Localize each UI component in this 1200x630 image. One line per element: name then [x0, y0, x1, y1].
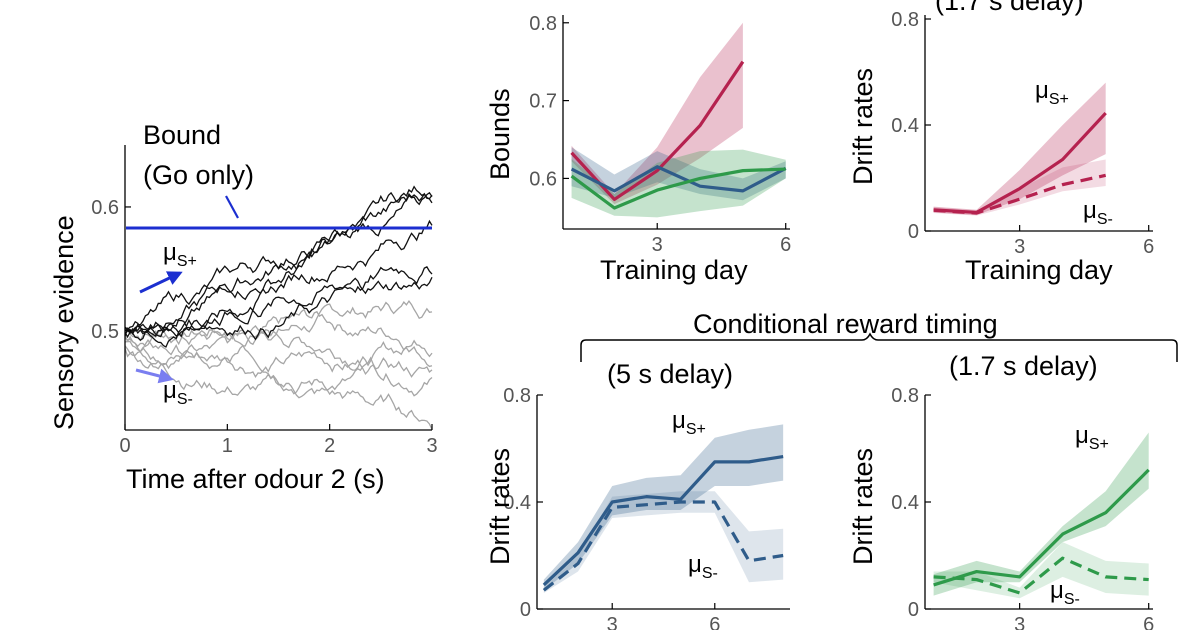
bound-label-line2: (Go only) — [143, 160, 254, 190]
drift-top-y-label: Drift rates — [848, 68, 878, 185]
drift-5s-plot — [542, 424, 784, 593]
x-tick-label: 3 — [1014, 236, 1025, 258]
evidence-traces — [124, 185, 433, 430]
evidence-trace — [124, 335, 433, 397]
drift-17-ticks: 3 6 0 0.4 0.8 — [891, 385, 1154, 630]
drift-17-mu-minus: μS- — [1050, 577, 1080, 608]
y-tick-label: 0.4 — [891, 492, 919, 514]
drift-top-panel: (1.7 s delay) 3 6 0 0.4 0.8 μS+ μS- Training… — [848, 0, 1154, 285]
bounds-ticks: 3 6 0.6 0.7 0.8 — [529, 13, 791, 256]
bounds-x-label: Training day — [600, 255, 748, 285]
drift-5s-mu-minus: μS- — [688, 551, 718, 582]
confidence-band — [543, 424, 784, 591]
drift-5s-y-label: Drift rates — [485, 448, 515, 565]
x-tick-label: 6 — [1143, 614, 1154, 630]
evidence-trace — [124, 266, 433, 338]
bound-label-line1: Bound — [143, 120, 221, 150]
x-tick-label: 0 — [119, 435, 130, 457]
drift-5s-header: (5 s delay) — [607, 359, 733, 389]
drift-5s-mu-plus: μS+ — [672, 407, 706, 438]
drift-5s-panel: (5 s delay) 3 6 0 0.4 0.8 μS+ μS- Drift rate… — [485, 359, 790, 630]
drift-17-panel: (1.7 s delay) 3 6 0 0.4 0.8 μS+ μS- Drift ra… — [848, 351, 1154, 630]
x-tick-label: 6 — [1143, 236, 1154, 258]
series-line — [542, 500, 784, 592]
evidence-trace — [124, 348, 433, 430]
y-tick-label: 0.8 — [503, 385, 531, 407]
y-tick-label: 0 — [908, 599, 919, 621]
series-line — [570, 165, 787, 193]
drift-17-plot — [933, 432, 1150, 599]
drift-17-y-label: Drift rates — [848, 448, 878, 565]
x-tick-label: 2 — [324, 435, 335, 457]
confidence-band — [933, 159, 1106, 216]
y-tick-label: 0.7 — [529, 91, 557, 113]
evidence-trace — [124, 219, 433, 338]
y-tick-label: 0.8 — [891, 385, 919, 407]
evidence-trace — [124, 276, 433, 341]
evidence-trace — [124, 308, 433, 370]
evidence-ticks: 0 1 2 3 0.5 0.6 — [91, 197, 437, 457]
mu-splus-label: μS+ — [163, 239, 197, 270]
group-bracket — [580, 332, 1178, 362]
y-tick-label: 0.6 — [529, 168, 557, 190]
confidence-band — [571, 147, 786, 201]
bound-pointer — [225, 195, 239, 219]
y-tick-label: 0.8 — [891, 9, 919, 31]
series-line — [933, 173, 1107, 215]
y-tick-label: 0 — [520, 599, 531, 621]
mu-sminus-label: μS- — [163, 377, 193, 408]
series-line — [570, 167, 786, 210]
group-header-text: Conditional reward timing — [693, 309, 998, 339]
evidence-panel: 0 1 2 3 0.5 0.6 Bound (Go only) μS+ μS- Time … — [49, 120, 438, 494]
confidence-band — [933, 542, 1149, 599]
drift-5s-ticks: 3 6 0 0.4 0.8 — [503, 385, 720, 630]
y-tick-label: 0.5 — [91, 321, 119, 343]
mu-splus-arrow — [139, 271, 183, 294]
drift-top-mu-minus: μS- — [1083, 197, 1113, 228]
evidence-trace — [124, 334, 433, 395]
drift-top-plot — [933, 82, 1107, 216]
evidence-x-label: Time after odour 2 (s) — [126, 464, 385, 494]
drift-17-header: (1.7 s delay) — [949, 351, 1098, 381]
y-tick-label: 0.6 — [91, 197, 119, 219]
series-line — [933, 468, 1150, 587]
drift-17-mu-plus: μS+ — [1075, 422, 1109, 453]
drift-top-header: (1.7 s delay) — [935, 0, 1084, 16]
drift-top-x-label: Training day — [965, 255, 1113, 285]
y-tick-label: 0.4 — [503, 492, 531, 514]
series-line — [933, 556, 1149, 595]
y-tick-label: 0.8 — [529, 13, 557, 35]
bounds-panel: 3 6 0.6 0.7 0.8 Training day Bounds — [485, 13, 791, 285]
y-tick-label: 0.4 — [891, 115, 919, 137]
x-tick-label: 6 — [709, 614, 720, 630]
bounds-y-label: Bounds — [485, 88, 515, 180]
bounds-plot — [570, 22, 787, 218]
drift-top-mu-plus: μS+ — [1035, 77, 1069, 108]
drift-top-ticks: 3 6 0 0.4 0.8 — [891, 9, 1154, 258]
x-tick-label: 1 — [222, 435, 233, 457]
evidence-trace — [124, 191, 433, 334]
y-tick-label: 0 — [908, 221, 919, 243]
x-tick-label: 3 — [426, 435, 437, 457]
x-tick-label: 3 — [607, 614, 618, 630]
series-line — [542, 454, 784, 587]
x-tick-label: 3 — [1014, 614, 1025, 630]
x-tick-label: 6 — [780, 234, 791, 256]
evidence-y-label: Sensory evidence — [49, 215, 79, 430]
mu-sminus-arrow — [135, 368, 174, 384]
x-tick-label: 3 — [652, 234, 663, 256]
conditional-reward-header: Conditional reward timing — [580, 309, 1178, 362]
